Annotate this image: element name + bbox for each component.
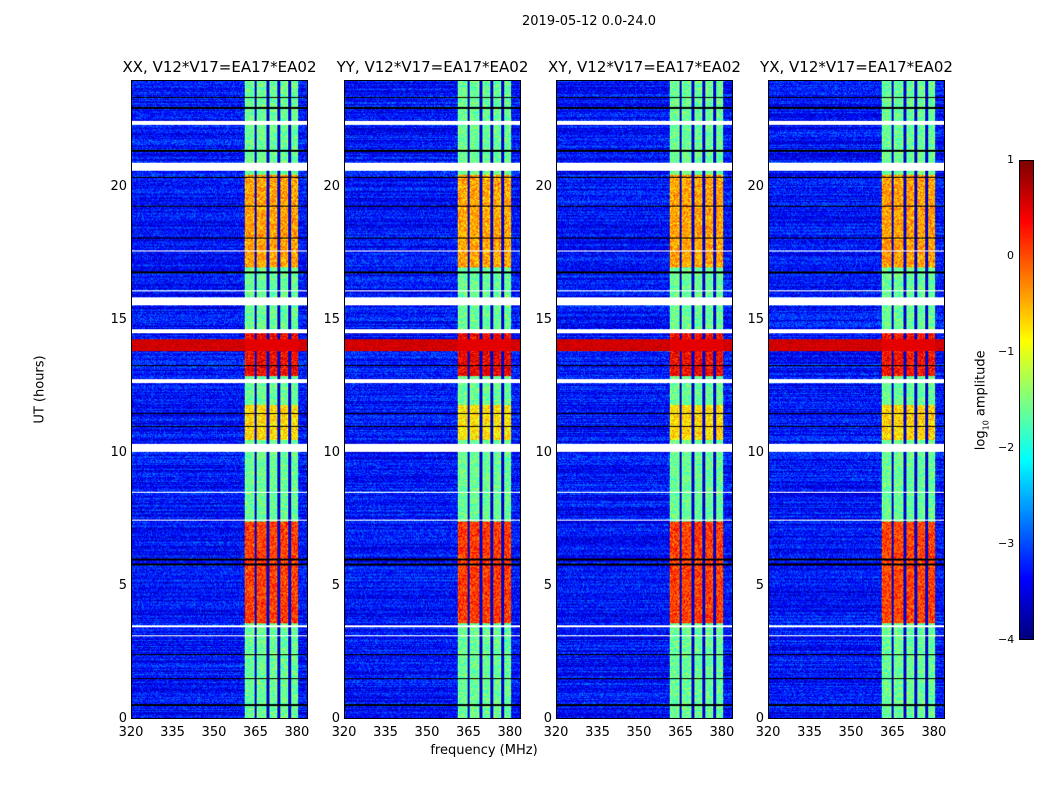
- x-tick-label: 320: [331, 725, 357, 740]
- x-tick-label: 380: [921, 725, 947, 740]
- y-tick-label: 0: [755, 711, 764, 726]
- colorbar-label: log10 amplitude: [973, 350, 991, 451]
- y-tick-label: 0: [118, 711, 127, 726]
- x-tick-label: 350: [626, 725, 652, 740]
- heatmap-canvas: [344, 80, 521, 719]
- x-axis-label: frequency (MHz): [430, 743, 538, 758]
- y-tick-label: 10: [747, 444, 764, 460]
- y-tick-label: 15: [323, 311, 340, 327]
- x-tick-label: 365: [456, 725, 481, 740]
- y-tick-label: 5: [543, 577, 552, 593]
- colorbar-tick-label: 0: [1007, 249, 1014, 262]
- y-tick-label: 15: [110, 311, 127, 327]
- x-tick-label: 335: [585, 725, 610, 740]
- spectrogram-panel-4: YX, V12*V17=EA17*EA02 0 5 10 15 20 320 335 350 36…: [747, 58, 952, 740]
- x-tick-label: 350: [414, 725, 440, 740]
- x-tick-label: 335: [373, 725, 398, 740]
- panel-title: YY, V12*V17=EA17*EA02: [336, 58, 529, 76]
- y-tick-label: 10: [535, 444, 552, 460]
- y-tick-label: 20: [535, 178, 552, 194]
- colorbar-tick-label: −1: [998, 345, 1015, 358]
- x-tick-label: 380: [497, 725, 523, 740]
- x-tick-label: 365: [668, 725, 693, 740]
- y-tick-label: 20: [747, 178, 764, 194]
- y-tick-label: 20: [323, 178, 340, 194]
- colorbar-tick-label: 1: [1007, 153, 1014, 166]
- colorbar-tick-label: −2: [998, 441, 1015, 454]
- x-tick-label: 350: [838, 725, 864, 740]
- y-tick-label: 5: [118, 577, 127, 593]
- x-tick-label: 320: [118, 725, 144, 740]
- panel-title: YX, V12*V17=EA17*EA02: [760, 58, 953, 76]
- panel-title: XX, V12*V17=EA17*EA02: [122, 58, 317, 76]
- spectrogram-panel-2: YY, V12*V17=EA17*EA02 0 5 10 15 20 320 335 350 36…: [323, 58, 528, 740]
- heatmap-canvas: [131, 80, 308, 719]
- y-axis-label: UT (hours): [32, 355, 48, 424]
- x-tick-label: 320: [543, 725, 569, 740]
- x-tick-label: 320: [755, 725, 781, 740]
- y-tick-label: 15: [535, 311, 552, 327]
- colorbar-tick-label: −4: [998, 633, 1015, 646]
- y-tick-label: 20: [110, 178, 127, 194]
- spectrogram-panel-1: XX, V12*V17=EA17*EA02 0 5 10 15 20 320 335 350 36…: [110, 58, 316, 740]
- spectrogram-panel-3: XY, V12*V17=EA17*EA02 0 5 10 15 20 320 335 350 36…: [535, 58, 740, 740]
- x-tick-label: 335: [160, 725, 185, 740]
- heatmap-canvas: [556, 80, 733, 719]
- colorbar-tick-label: −3: [998, 537, 1015, 550]
- heatmap-canvas: [768, 80, 945, 719]
- y-tick-label: 10: [323, 444, 340, 460]
- x-tick-label: 335: [797, 725, 822, 740]
- x-tick-label: 350: [201, 725, 227, 740]
- x-tick-label: 365: [880, 725, 905, 740]
- x-tick-label: 380: [284, 725, 310, 740]
- y-tick-label: 10: [110, 444, 127, 460]
- y-tick-label: 5: [331, 577, 340, 593]
- y-tick-label: 5: [755, 577, 764, 593]
- y-tick-label: 0: [331, 711, 340, 726]
- figure-title: 2019-05-12 0.0-24.0: [522, 14, 656, 29]
- y-tick-label: 15: [747, 311, 764, 327]
- x-tick-label: 380: [709, 725, 735, 740]
- x-tick-label: 365: [243, 725, 268, 740]
- y-tick-label: 0: [543, 711, 552, 726]
- panel-title: XY, V12*V17=EA17*EA02: [548, 58, 741, 76]
- colorbar: [1019, 160, 1034, 640]
